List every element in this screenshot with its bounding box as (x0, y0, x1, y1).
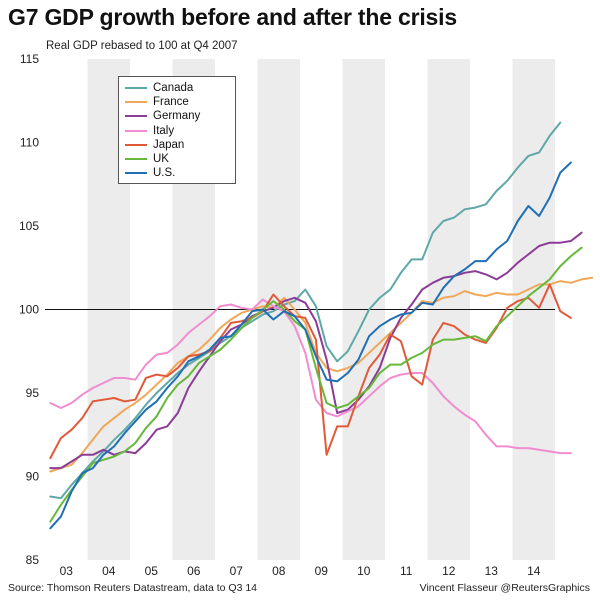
legend-label: Germany (153, 110, 201, 123)
y-tick-label: 105 (19, 219, 39, 233)
x-tick-label: 04 (102, 564, 116, 578)
legend-item: U.S. (125, 166, 229, 180)
y-tick-label: 90 (26, 470, 40, 484)
chart-title: G7 GDP growth before and after the crisi… (8, 4, 457, 30)
legend-label: Italy (153, 124, 175, 137)
series-line-us (49, 161, 572, 530)
legend-item: Italy (125, 124, 229, 138)
legend-swatch (125, 87, 147, 90)
legend-item: Germany (125, 109, 229, 123)
x-tick-label: 11 (400, 564, 413, 578)
x-tick-label: 06 (187, 564, 201, 578)
legend-swatch (125, 172, 147, 175)
legend-swatch (125, 158, 147, 161)
legend-item: France (125, 95, 229, 109)
legend-swatch (125, 101, 147, 104)
x-tick-label: 13 (485, 564, 499, 578)
x-tick-label: 14 (527, 564, 541, 578)
legend-label: Japan (153, 138, 185, 151)
legend-item: Canada (125, 81, 229, 95)
x-tick-label: 10 (357, 564, 371, 578)
chart-subtitle: Real GDP rebased to 100 at Q4 2007 (46, 40, 238, 52)
legend-label: France (153, 96, 189, 109)
x-tick-label: 12 (442, 564, 456, 578)
legend-swatch (125, 143, 147, 146)
y-tick-label: 110 (20, 136, 39, 150)
legend-label: UK (153, 153, 169, 166)
legend-item: UK (125, 152, 229, 166)
x-tick-label: 09 (315, 564, 329, 578)
legend-swatch (125, 129, 147, 132)
x-tick-label: 03 (60, 564, 74, 578)
y-tick-label: 95 (26, 386, 40, 400)
x-tick-label: 05 (145, 564, 159, 578)
series-line-germany (49, 231, 583, 470)
credit-note: Vincent Flasseur @ReutersGraphics (419, 582, 590, 594)
legend-label: U.S. (153, 167, 176, 180)
source-note: Source: Thomson Reuters Datastream, data… (8, 582, 258, 594)
y-tick-label: 85 (26, 553, 40, 567)
series-line-uk (49, 246, 583, 523)
series-line-japan (49, 283, 572, 460)
y-tick-label: 100 (19, 303, 39, 317)
legend-swatch (125, 115, 147, 118)
y-tick-label: 115 (20, 52, 39, 66)
x-tick-label: 07 (230, 564, 244, 578)
legend-item: Japan (125, 138, 229, 152)
series-line-france (49, 276, 594, 473)
series-line-canada (49, 121, 562, 500)
series-line-italy (49, 298, 572, 455)
chart-legend: Canada France Germany Italy Japan UK U.S. (118, 76, 236, 184)
x-tick-label: 08 (272, 564, 286, 578)
legend-label: Canada (153, 82, 194, 95)
